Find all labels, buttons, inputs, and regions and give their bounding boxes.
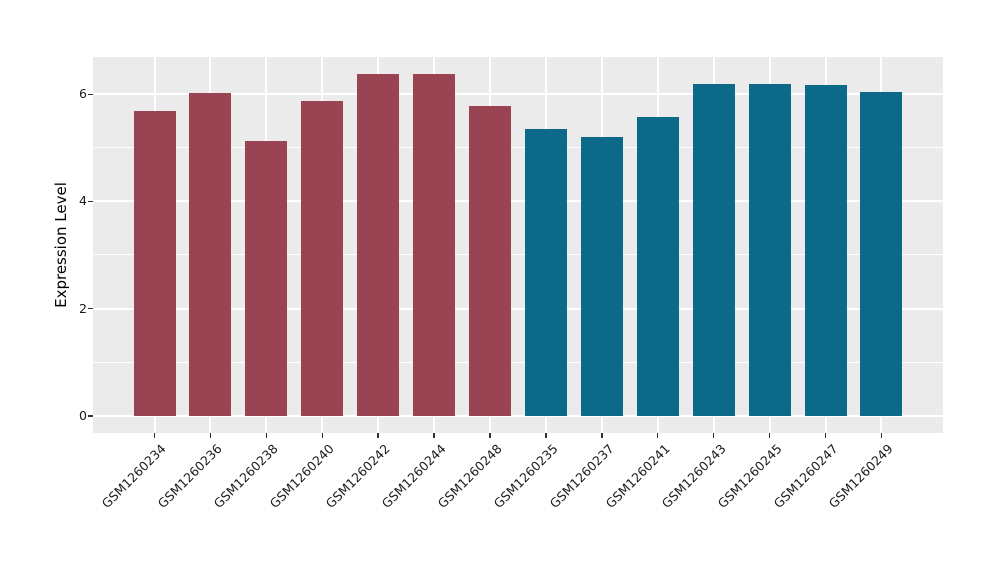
x-tick-mark bbox=[377, 433, 379, 438]
x-tick-mark bbox=[545, 433, 547, 438]
x-tick-mark bbox=[713, 433, 715, 438]
y-tick-label: 4 bbox=[79, 193, 87, 209]
bar-GSM1260248 bbox=[469, 105, 512, 416]
major-gridline bbox=[93, 93, 943, 96]
bar-GSM1260243 bbox=[692, 84, 735, 416]
x-tick-mark bbox=[265, 433, 268, 438]
bar-GSM1260244 bbox=[413, 73, 456, 416]
y-tick-mark bbox=[88, 200, 93, 203]
plot-panel bbox=[93, 57, 943, 433]
major-gridline bbox=[93, 414, 943, 417]
bar-GSM1260240 bbox=[301, 100, 344, 416]
y-tick-label: 0 bbox=[79, 407, 87, 423]
y-tick-mark bbox=[88, 308, 93, 310]
x-tick-mark bbox=[657, 433, 659, 438]
x-tick-mark bbox=[209, 433, 212, 438]
bar-GSM1260242 bbox=[357, 74, 400, 416]
x-tick-mark bbox=[489, 433, 491, 438]
minor-gridline bbox=[93, 254, 943, 256]
bar-GSM1260238 bbox=[245, 140, 288, 416]
x-tick-mark bbox=[601, 433, 603, 438]
x-tick-mark bbox=[768, 433, 771, 438]
bar-GSM1260247 bbox=[804, 85, 847, 416]
y-tick-mark bbox=[88, 415, 93, 417]
x-tick-mark bbox=[153, 433, 156, 438]
bar-GSM1260245 bbox=[748, 84, 791, 416]
major-gridline bbox=[93, 307, 943, 310]
x-tick-mark bbox=[433, 433, 435, 438]
bar-GSM1260234 bbox=[133, 111, 176, 416]
y-tick-mark bbox=[88, 93, 93, 96]
y-tick-label: 6 bbox=[79, 86, 87, 102]
bar-GSM1260236 bbox=[189, 93, 232, 416]
x-tick-mark bbox=[880, 433, 883, 438]
bar-GSM1260249 bbox=[860, 91, 903, 416]
major-gridline bbox=[93, 200, 943, 203]
minor-gridline bbox=[93, 147, 943, 149]
x-tick-mark bbox=[824, 433, 827, 438]
y-tick-label: 2 bbox=[79, 300, 87, 316]
x-tick-mark bbox=[321, 433, 323, 438]
bar-GSM1260235 bbox=[524, 129, 567, 416]
minor-gridline bbox=[93, 361, 943, 363]
bar-GSM1260237 bbox=[580, 137, 623, 416]
bar-GSM1260241 bbox=[636, 116, 679, 416]
